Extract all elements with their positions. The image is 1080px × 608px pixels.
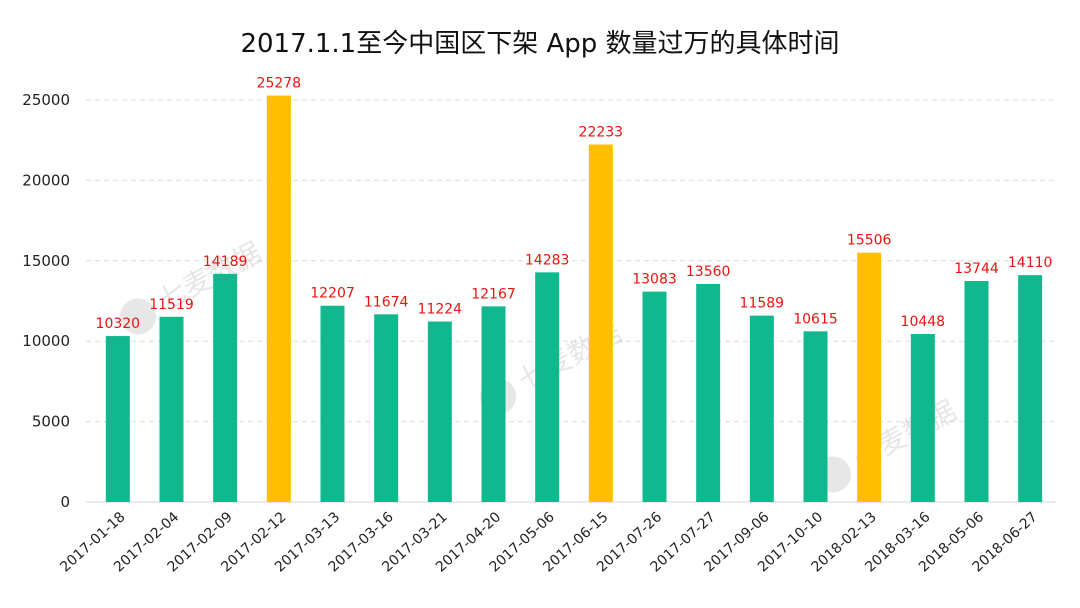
source-text: 人数跨境 <box>32 576 92 594</box>
data-label: 10320 <box>96 316 141 332</box>
data-label: 11589 <box>740 296 785 312</box>
data-label: 22233 <box>579 124 624 140</box>
data-label: 12167 <box>471 286 516 302</box>
bar <box>749 315 774 502</box>
bar <box>320 305 345 502</box>
y-tick-label: 25000 <box>22 91 70 109</box>
gridlines <box>86 99 1056 503</box>
y-tick-label: 15000 <box>22 252 70 270</box>
y-tick-label: 10000 <box>22 332 70 350</box>
data-label: 15506 <box>847 233 892 249</box>
bar <box>374 314 399 502</box>
data-label: 11674 <box>364 294 409 310</box>
bar <box>535 272 560 502</box>
data-label: 13560 <box>686 264 731 280</box>
data-labels: 10320 11519 14189 25278 12207 11674 11224 12167… <box>96 76 1053 333</box>
bar <box>159 316 184 502</box>
bar <box>266 95 291 503</box>
data-label: 14189 <box>203 254 248 270</box>
bar <box>696 283 721 502</box>
bar <box>213 273 238 502</box>
bar <box>642 291 667 502</box>
bar <box>105 336 130 502</box>
bars <box>105 95 1043 503</box>
y-tick-label: 20000 <box>22 171 70 189</box>
data-label: 14283 <box>525 252 570 268</box>
y-tick-label: 0 <box>60 493 70 511</box>
bar <box>857 252 882 502</box>
data-label: 12207 <box>310 286 355 302</box>
data-label: 13083 <box>632 272 677 288</box>
chart-title: 2017.1.1至今中国区下架 App 数量过万的具体时间 <box>240 29 839 59</box>
source-mark: 人数跨境 <box>6 574 92 594</box>
data-label: 10615 <box>793 311 838 327</box>
source-logo-icon <box>6 574 26 594</box>
data-label: 13744 <box>954 261 999 277</box>
bar <box>481 306 506 502</box>
data-label: 10448 <box>901 314 946 330</box>
bar <box>427 321 452 502</box>
watermark-mark: 七麦数据 <box>815 394 962 493</box>
bar <box>910 333 935 502</box>
x-axis: 2017-01-182017-02-042017-02-092017-02-12… <box>57 509 1041 575</box>
bar <box>588 144 613 503</box>
y-axis: 0 5000 10000 15000 20000 25000 <box>22 91 70 511</box>
bar <box>964 280 989 502</box>
cat-logo-icon <box>120 298 157 335</box>
data-label: 11224 <box>418 302 463 318</box>
data-label: 14110 <box>1008 255 1053 271</box>
data-label: 11519 <box>149 297 194 313</box>
data-label: 25278 <box>257 76 302 92</box>
bar <box>803 331 828 502</box>
y-tick-label: 5000 <box>32 413 70 431</box>
bar <box>1018 275 1043 502</box>
